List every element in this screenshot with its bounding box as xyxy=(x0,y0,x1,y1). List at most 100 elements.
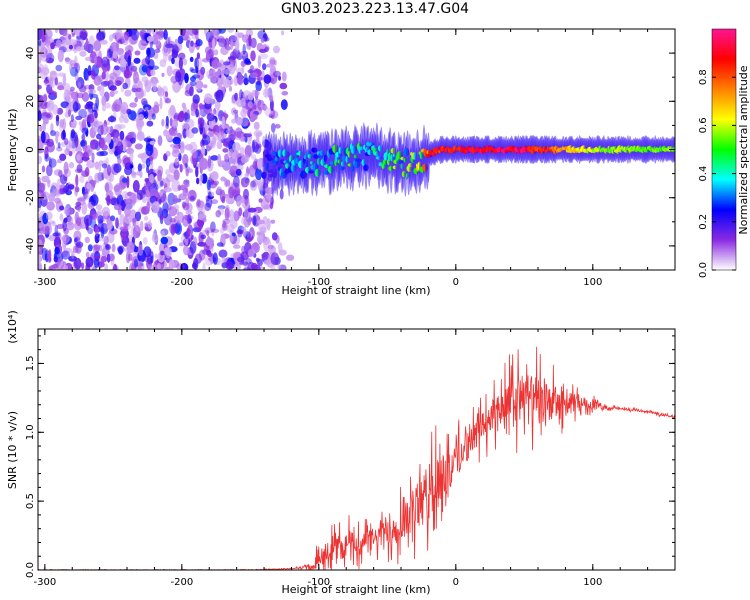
noise-blob xyxy=(38,247,41,253)
noise-blob xyxy=(217,29,227,34)
noise-blob xyxy=(49,77,53,88)
noise-blob xyxy=(247,69,254,74)
noise-blob xyxy=(178,193,187,201)
noise-blob xyxy=(239,146,245,156)
noise-blob xyxy=(163,129,169,137)
noise-blob xyxy=(38,230,45,235)
noise-blob xyxy=(95,96,100,109)
noise-blob xyxy=(157,135,163,147)
noise-blob xyxy=(189,56,194,63)
noise-blob xyxy=(165,174,175,183)
noise-blob xyxy=(247,249,254,257)
snr-y-axis: 0.0 0.5 1.0 1.5 xyxy=(25,335,675,578)
noise-blob xyxy=(94,233,100,244)
noise-blob xyxy=(278,264,287,270)
noise-blob xyxy=(229,229,234,243)
noise-blob xyxy=(38,96,45,110)
noise-blob xyxy=(98,236,108,242)
noise-blob xyxy=(46,201,55,211)
noise-blob xyxy=(54,77,59,86)
noise-blob xyxy=(158,198,162,205)
noise-blob xyxy=(242,43,246,55)
noise-blob xyxy=(152,34,161,40)
noise-blob xyxy=(79,175,85,183)
noise-blob xyxy=(145,55,151,65)
noise-blob xyxy=(229,61,235,69)
noise-blob xyxy=(229,51,237,61)
noise-blob xyxy=(96,209,103,216)
noise-blob xyxy=(101,71,106,80)
noise-blob xyxy=(87,244,93,252)
noise-blob xyxy=(201,134,211,145)
noise-blob xyxy=(142,101,149,108)
noise-blob xyxy=(38,255,43,263)
noise-blob xyxy=(101,206,110,216)
noise-blob xyxy=(250,154,257,160)
noise-blob xyxy=(205,197,213,208)
noise-blob xyxy=(194,253,202,264)
noise-blob xyxy=(81,91,90,102)
noise-blob xyxy=(54,224,59,237)
spectrogram-x-tick-label: 100 xyxy=(583,277,602,288)
noise-blob xyxy=(68,44,73,50)
noise-blob xyxy=(109,34,114,42)
noise-blob xyxy=(68,162,75,169)
noise-blob xyxy=(197,69,205,81)
noise-blob xyxy=(190,80,197,87)
noise-blob xyxy=(133,258,139,268)
noise-blob xyxy=(199,157,209,170)
noise-blob xyxy=(268,113,273,118)
noise-blob xyxy=(247,207,257,213)
noise-blob xyxy=(57,142,61,149)
noise-blob xyxy=(45,42,50,47)
noise-blob xyxy=(154,253,158,259)
noise-blob xyxy=(127,55,132,67)
noise-blob xyxy=(104,181,113,193)
noise-blob xyxy=(129,164,134,169)
noise-blob xyxy=(191,34,200,40)
noise-blob xyxy=(231,152,237,160)
noise-blob xyxy=(255,80,262,92)
noise-blob xyxy=(78,108,87,119)
noise-blob xyxy=(271,232,278,241)
noise-blob xyxy=(55,117,60,127)
noise-blob xyxy=(134,143,143,150)
noise-blob xyxy=(230,39,234,50)
noise-blob xyxy=(147,109,154,121)
noise-blob xyxy=(75,174,79,187)
noise-blob xyxy=(176,263,185,270)
noise-blob xyxy=(169,218,177,223)
noise-blob xyxy=(71,250,75,259)
noise-blob xyxy=(212,180,219,186)
noise-blob xyxy=(220,176,226,182)
noise-blob xyxy=(147,219,152,230)
noise-blob xyxy=(185,129,190,137)
snr-x-axis-label: Height of straight line (km) xyxy=(281,583,430,596)
noise-blob xyxy=(54,246,60,255)
noise-blob xyxy=(214,100,221,110)
snr-y-tick-label: 0.0 xyxy=(25,562,36,578)
noise-blob xyxy=(279,82,288,90)
noise-blob xyxy=(75,241,84,248)
noise-blob xyxy=(117,157,122,165)
noise-blob xyxy=(264,86,269,98)
figure-title: GN03.2023.223.13.47.G04 xyxy=(280,1,470,17)
noise-blob xyxy=(244,172,250,178)
noise-blob xyxy=(204,227,213,234)
noise-blob xyxy=(81,133,86,141)
noise-blob xyxy=(243,77,249,86)
noise-blob xyxy=(216,242,224,247)
noise-blob xyxy=(135,87,142,93)
noise-blob xyxy=(196,198,201,207)
noise-blob xyxy=(274,124,281,129)
noise-blob xyxy=(48,158,57,168)
noise-blob xyxy=(263,88,270,98)
noise-blob xyxy=(77,206,81,212)
noise-blob xyxy=(43,117,49,124)
noise-blob xyxy=(87,89,97,94)
noise-blob xyxy=(67,216,74,226)
noise-blob xyxy=(202,262,206,270)
noise-blob xyxy=(194,78,203,92)
noise-blob xyxy=(184,144,194,151)
noise-blob xyxy=(210,155,219,161)
